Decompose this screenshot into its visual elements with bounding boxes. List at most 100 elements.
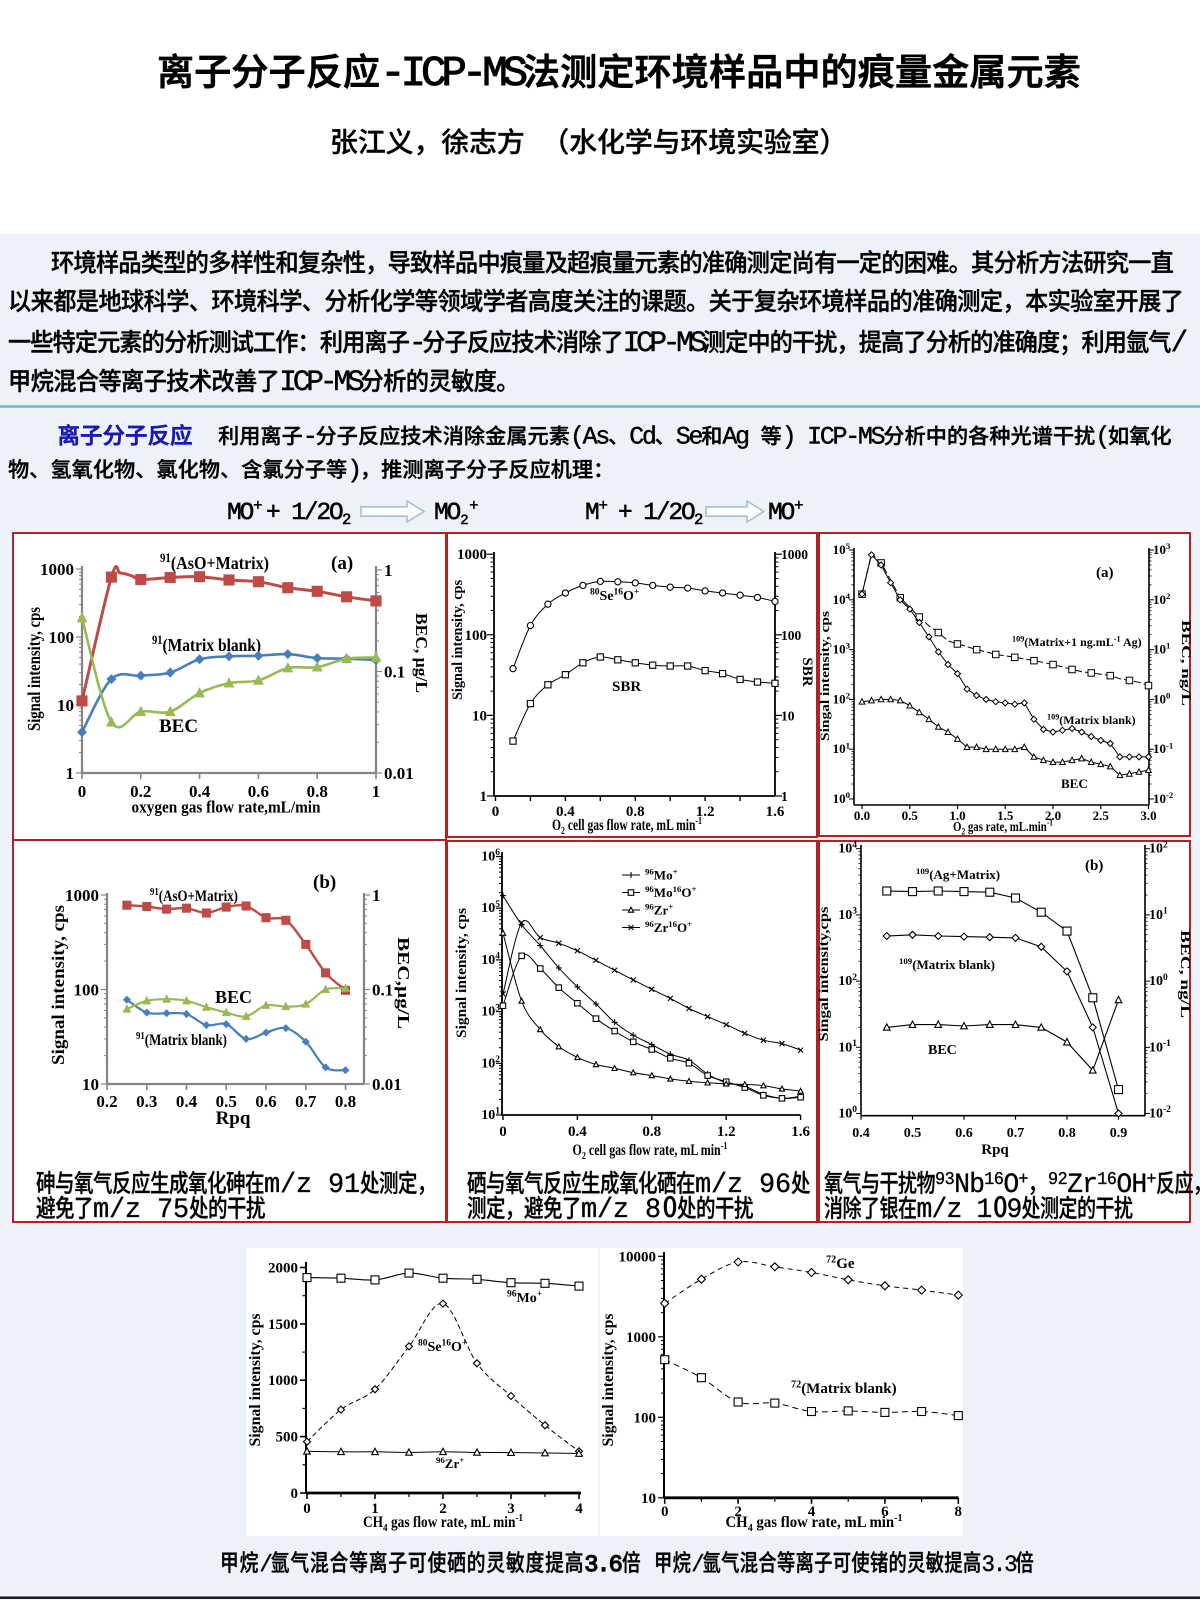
svg-text:101: 101 — [1149, 907, 1168, 923]
svg-text:1000: 1000 — [457, 547, 487, 563]
svg-text:0.6: 0.6 — [255, 1092, 276, 1111]
svg-text:0.01: 0.01 — [372, 1075, 402, 1094]
svg-text:101: 101 — [838, 1039, 857, 1055]
svg-text:Singal intensity,cps: Singal intensity,cps — [817, 906, 832, 1042]
svg-text:10-2: 10-2 — [1149, 1105, 1171, 1121]
svg-text:96Mo16O+: 96Mo16O+ — [645, 884, 697, 900]
svg-text:1000: 1000 — [40, 560, 74, 579]
svg-text:0.4: 0.4 — [556, 804, 575, 820]
svg-text:O2 cell gas flow rate, mL min-: O2 cell gas flow rate, mL min-1 — [573, 1140, 728, 1162]
svg-text:101: 101 — [1153, 641, 1170, 657]
svg-text:0: 0 — [303, 1501, 311, 1517]
svg-text:0.4: 0.4 — [189, 782, 211, 801]
svg-text:1: 1 — [371, 1501, 379, 1517]
svg-text:BEC, ng/L: BEC, ng/L — [1177, 930, 1192, 1018]
svg-text:80Se16O+: 80Se16O+ — [418, 1339, 467, 1355]
svg-text:104: 104 — [833, 591, 851, 607]
svg-text:0.01: 0.01 — [384, 764, 414, 783]
svg-text:109(Matrix+1 ng.mL-1 Ag): 109(Matrix+1 ng.mL-1 Ag) — [1012, 634, 1142, 649]
svg-text:0.4: 0.4 — [176, 1092, 198, 1111]
svg-text:100: 100 — [1153, 691, 1171, 707]
svg-text:O2 gas rate, mL.min-1: O2 gas rate, mL.min-1 — [953, 819, 1053, 838]
svg-text:2000: 2000 — [268, 1261, 298, 1277]
svg-text:6: 6 — [881, 1504, 889, 1520]
svg-text:1000: 1000 — [65, 886, 99, 905]
svg-text:10: 10 — [781, 708, 795, 723]
svg-text:100: 100 — [634, 1410, 657, 1426]
svg-text:96Mo+: 96Mo+ — [507, 1290, 542, 1306]
svg-text:91(Matrix blank): 91(Matrix blank) — [152, 633, 261, 656]
svg-text:1: 1 — [384, 561, 393, 580]
svg-text:91(Matrix blank): 91(Matrix blank) — [136, 1030, 227, 1049]
svg-text:BEC,µg/L: BEC,µg/L — [394, 937, 413, 1029]
svg-text:104: 104 — [838, 840, 857, 856]
svg-text:10: 10 — [82, 1075, 99, 1094]
svg-text:0.4: 0.4 — [852, 1126, 870, 1141]
svg-text:102: 102 — [1153, 591, 1171, 607]
svg-text:1.6: 1.6 — [766, 804, 785, 820]
svg-text:Signal intensity, cps: Signal intensity, cps — [454, 908, 470, 1038]
svg-text:109(Matrix blank): 109(Matrix blank) — [1047, 712, 1136, 727]
svg-text:100: 100 — [74, 981, 100, 1000]
svg-text:(b): (b) — [313, 872, 336, 893]
svg-text:109(Ag+Matrix): 109(Ag+Matrix) — [916, 866, 1000, 882]
svg-text:10: 10 — [57, 696, 74, 715]
svg-text:500: 500 — [276, 1430, 299, 1446]
svg-text:0.3: 0.3 — [136, 1092, 157, 1111]
svg-text:1.2: 1.2 — [717, 1124, 736, 1140]
svg-text:0: 0 — [492, 804, 500, 820]
svg-text:105: 105 — [833, 541, 851, 557]
svg-text:1: 1 — [66, 764, 75, 783]
svg-text:10-1: 10-1 — [1149, 1039, 1171, 1055]
svg-text:SBR: SBR — [799, 657, 815, 686]
svg-text:1500: 1500 — [268, 1317, 298, 1333]
svg-text:Signal intensity, cps: Signal intensity, cps — [450, 580, 466, 700]
svg-text:0.1: 0.1 — [384, 663, 405, 682]
svg-text:0: 0 — [499, 1124, 507, 1140]
svg-text:1: 1 — [372, 782, 381, 801]
svg-text:0.8: 0.8 — [307, 782, 328, 801]
svg-text:CH4 gas flow rate, mL min-1: CH4 gas flow rate, mL min-1 — [363, 1512, 523, 1534]
svg-text:4: 4 — [575, 1501, 583, 1517]
svg-text:0: 0 — [78, 782, 87, 801]
svg-text:Signal intensity, cps: Signal intensity, cps — [24, 607, 44, 731]
svg-text:72(Matrix blank): 72(Matrix blank) — [791, 1379, 897, 1397]
svg-text:3.0: 3.0 — [1140, 808, 1156, 823]
svg-text:80Se16O+: 80Se16O+ — [590, 588, 639, 604]
svg-text:(a): (a) — [1096, 565, 1114, 581]
svg-text:0.9: 0.9 — [1110, 1126, 1128, 1141]
svg-text:(a): (a) — [331, 553, 353, 574]
svg-text:Rpq: Rpq — [981, 1142, 1009, 1158]
svg-text:0.8: 0.8 — [1058, 1126, 1076, 1141]
svg-text:4: 4 — [808, 1504, 816, 1520]
svg-text:BEC, ng/L: BEC, ng/L — [1179, 620, 1194, 706]
svg-text:103: 103 — [481, 1003, 500, 1019]
svg-text:O2 cell gas flow rate, mL min-: O2 cell gas flow rate, mL min-1 — [552, 815, 702, 837]
svg-text:1.5: 1.5 — [997, 808, 1014, 823]
svg-text:101: 101 — [833, 740, 850, 756]
svg-text:0.2: 0.2 — [96, 1092, 117, 1111]
svg-text:BEC: BEC — [1061, 776, 1088, 791]
svg-text:0.0: 0.0 — [854, 808, 870, 823]
svg-text:BEC: BEC — [159, 716, 198, 737]
svg-text:2: 2 — [439, 1501, 447, 1517]
svg-text:1.2: 1.2 — [696, 804, 715, 820]
svg-text:(b): (b) — [1085, 858, 1103, 874]
svg-text:Signal intensity, cps: Signal intensity, cps — [48, 905, 68, 1065]
svg-text:0.8: 0.8 — [626, 804, 645, 820]
svg-text:91(AsO+Matrix): 91(AsO+Matrix) — [160, 551, 269, 574]
svg-text:96Mo+: 96Mo+ — [645, 867, 678, 883]
svg-text:3: 3 — [507, 1501, 515, 1517]
svg-text:1000: 1000 — [626, 1330, 656, 1346]
svg-text:10-1: 10-1 — [1153, 740, 1173, 756]
svg-text:1: 1 — [781, 789, 788, 804]
svg-text:1000: 1000 — [268, 1373, 298, 1389]
svg-text:72Ge: 72Ge — [826, 1254, 855, 1272]
svg-text:0.5: 0.5 — [216, 1092, 237, 1111]
svg-text:102: 102 — [481, 1055, 500, 1071]
svg-text:100: 100 — [838, 1105, 857, 1121]
svg-text:2.5: 2.5 — [1093, 808, 1110, 823]
svg-text:0: 0 — [661, 1504, 669, 1520]
svg-text:10-2: 10-2 — [1153, 790, 1174, 806]
svg-text:8: 8 — [955, 1504, 963, 1520]
